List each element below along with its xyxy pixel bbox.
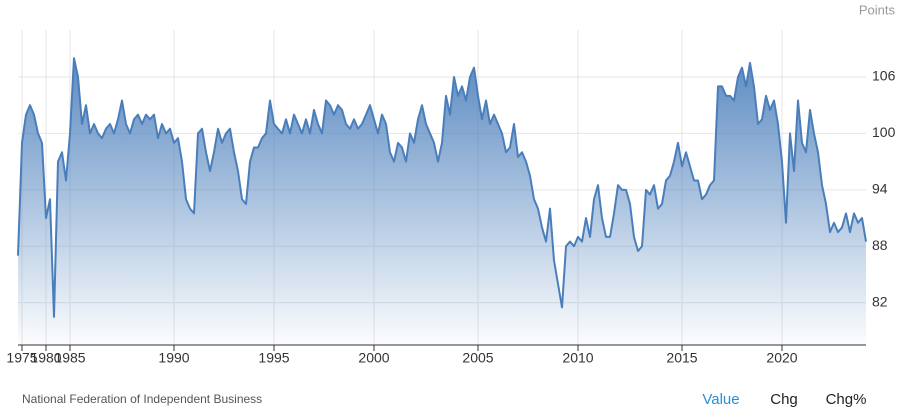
line <box>17 57 867 318</box>
unit-label: Points <box>859 2 896 17</box>
tab-value[interactable]: Value <box>702 391 739 408</box>
x-tick-label: 2020 <box>766 350 797 366</box>
x-tick-label: 1985 <box>54 350 85 366</box>
x-tick-label: 2000 <box>358 350 389 366</box>
x-tick-label: 2005 <box>462 350 493 366</box>
y-tick-label: 106 <box>872 68 896 84</box>
y-tick-label: 94 <box>872 181 888 197</box>
x-tick-label: 1980 <box>30 350 61 366</box>
y-tick-label: 88 <box>872 237 888 253</box>
area <box>18 58 866 346</box>
source: National Federation of Independent Busin… <box>22 392 262 406</box>
y-tick-label: 82 <box>872 293 888 309</box>
tab-chg-pct[interactable]: Chg% <box>826 391 867 408</box>
x-tick-label: 1990 <box>158 350 189 366</box>
x-tick-label: 1995 <box>258 350 289 366</box>
x-tick-label: 1975 <box>6 350 37 366</box>
x-tick-label: 2015 <box>666 350 697 366</box>
x-tick-label: 2010 <box>562 350 593 366</box>
tab-chg[interactable]: Chg <box>770 391 798 408</box>
y-tick-label: 100 <box>872 124 896 140</box>
